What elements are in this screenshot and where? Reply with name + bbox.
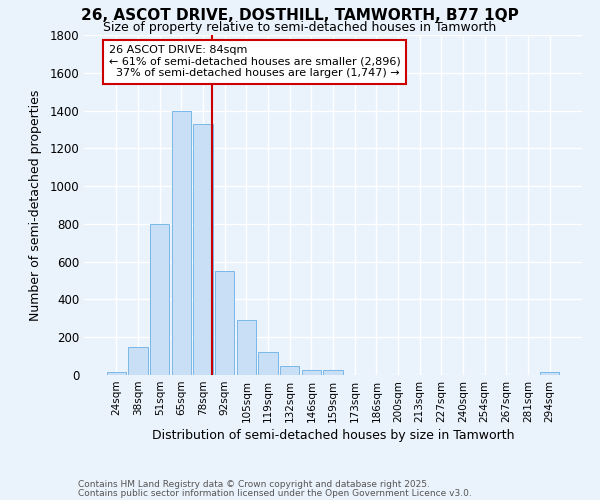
Bar bbox=[280, 366, 299, 375]
Bar bbox=[193, 124, 213, 375]
Bar bbox=[236, 320, 256, 375]
Bar bbox=[172, 110, 191, 375]
Text: 26, ASCOT DRIVE, DOSTHILL, TAMWORTH, B77 1QP: 26, ASCOT DRIVE, DOSTHILL, TAMWORTH, B77… bbox=[81, 8, 519, 22]
X-axis label: Distribution of semi-detached houses by size in Tamworth: Distribution of semi-detached houses by … bbox=[152, 429, 514, 442]
Bar bbox=[302, 370, 321, 375]
Bar bbox=[150, 224, 169, 375]
Text: Contains HM Land Registry data © Crown copyright and database right 2025.: Contains HM Land Registry data © Crown c… bbox=[78, 480, 430, 489]
Bar bbox=[107, 372, 126, 375]
Bar bbox=[540, 372, 559, 375]
Bar bbox=[323, 370, 343, 375]
Bar bbox=[128, 346, 148, 375]
Text: Contains public sector information licensed under the Open Government Licence v3: Contains public sector information licen… bbox=[78, 488, 472, 498]
Text: Size of property relative to semi-detached houses in Tamworth: Size of property relative to semi-detach… bbox=[103, 21, 497, 34]
Bar bbox=[258, 352, 278, 375]
Text: 26 ASCOT DRIVE: 84sqm
← 61% of semi-detached houses are smaller (2,896)
  37% of: 26 ASCOT DRIVE: 84sqm ← 61% of semi-deta… bbox=[109, 45, 401, 78]
Y-axis label: Number of semi-detached properties: Number of semi-detached properties bbox=[29, 90, 43, 320]
Bar bbox=[215, 271, 235, 375]
